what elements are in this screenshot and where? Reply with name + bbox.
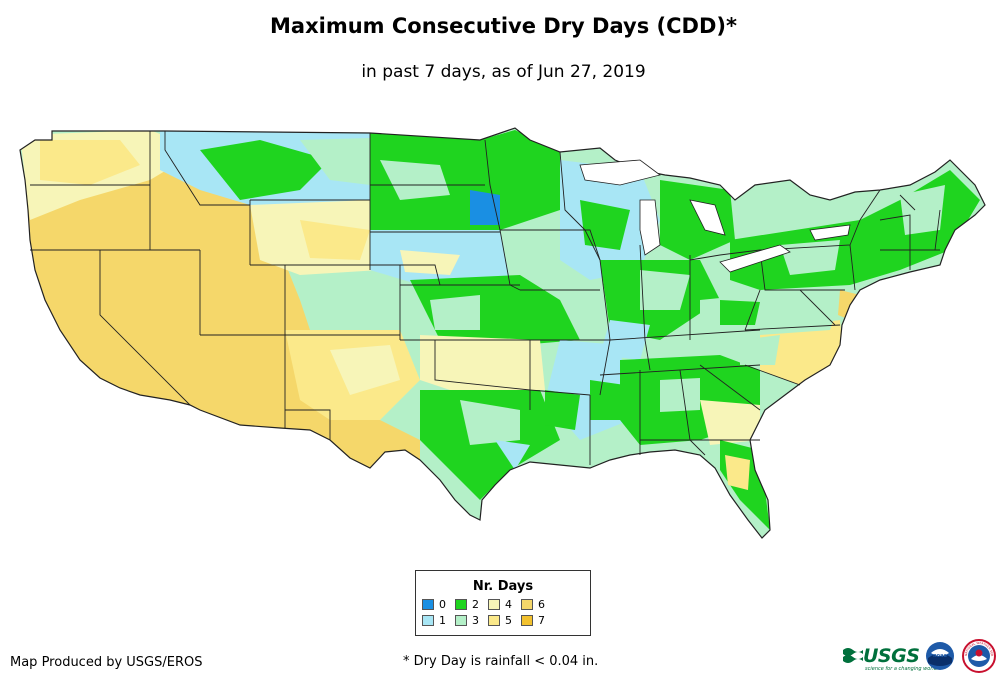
legend-label: 4 — [505, 598, 512, 611]
legend-swatch — [455, 599, 467, 610]
state-borders — [19, 127, 986, 539]
legend-item-1: 1 — [422, 614, 446, 627]
usgs-wave-icon — [843, 648, 863, 663]
legend-swatch — [521, 615, 533, 626]
cdd-raster — [20, 128, 985, 538]
legend-label: 7 — [538, 614, 545, 627]
legend-item-4: 4 — [488, 598, 512, 611]
legend-label: 5 — [505, 614, 512, 627]
legend-item-6: 6 — [521, 598, 545, 611]
map-subtitle: in past 7 days, as of Jun 27, 2019 — [361, 62, 646, 82]
legend-swatch — [422, 615, 434, 626]
legend-item-3: 3 — [455, 614, 479, 627]
legend: Nr. Days 0 1 2 3 4 5 6 7 — [415, 570, 591, 636]
legend-item-0: 0 — [422, 598, 446, 611]
usgs-logo: USGS science for a changing world — [843, 643, 937, 672]
great-lakes — [579, 159, 851, 273]
legend-label: 2 — [472, 598, 479, 611]
noaa-logo: noaa — [926, 642, 954, 670]
noaa-logo-text: noaa — [933, 653, 947, 659]
legend-swatch — [488, 615, 500, 626]
usgs-logo-tagline: science for a changing world — [865, 666, 937, 672]
legend-swatch — [455, 615, 467, 626]
dry-day-footnote: * Dry Day is rainfall < 0.04 in. — [403, 654, 599, 669]
map-credit: Map Produced by USGS/EROS — [10, 655, 203, 670]
legend-item-2: 2 — [455, 598, 479, 611]
nws-logo: NATIONAL WEATHER SERVICE — [962, 639, 996, 673]
legend-title: Nr. Days — [472, 579, 534, 594]
legend-label: 6 — [538, 598, 545, 611]
legend-label: 0 — [439, 598, 446, 611]
legend-swatch — [422, 599, 434, 610]
legend-item-5: 5 — [488, 614, 512, 627]
usgs-logo-text: USGS — [863, 645, 920, 667]
legend-swatch — [488, 599, 500, 610]
legend-label: 3 — [472, 614, 479, 627]
legend-swatch — [521, 599, 533, 610]
legend-label: 1 — [439, 614, 446, 627]
map-title: Maximum Consecutive Dry Days (CDD)* — [270, 14, 737, 38]
legend-items: 0 1 2 3 4 5 6 7 — [416, 594, 590, 634]
legend-item-7: 7 — [521, 614, 545, 627]
